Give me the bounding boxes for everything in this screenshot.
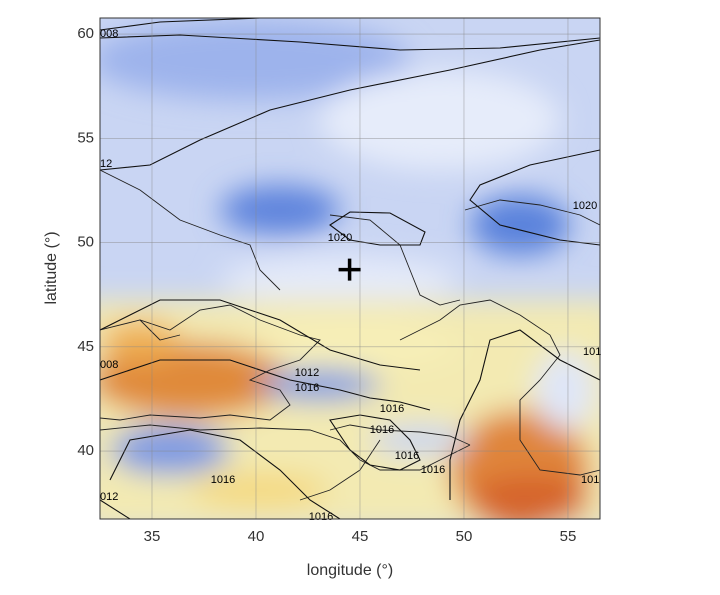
contour-label: 1020 — [328, 232, 352, 244]
x-tick-label: 55 — [560, 528, 577, 545]
contour-label: 1012 — [295, 367, 319, 379]
y-tick-label: 60 — [77, 25, 94, 42]
contour-label: 012 — [100, 491, 118, 503]
contour-labels: 0081210201020101008101210161016101610161… — [100, 28, 601, 523]
x-axis-label: longitude (°) — [307, 562, 393, 579]
contour-label: 1020 — [573, 200, 597, 212]
plot-frame — [99, 17, 601, 520]
contour-label: 101 — [581, 474, 599, 486]
x-tick-label: 35 — [144, 528, 161, 545]
contour-label: 1016 — [421, 464, 445, 476]
y-axis-label: latitude (°) — [43, 231, 60, 304]
y-tick-label: 50 — [77, 234, 94, 251]
contour-label: 1016 — [395, 450, 419, 462]
contour-label: 1016 — [309, 511, 333, 523]
location-marker — [338, 258, 361, 281]
contour-label: 008 — [100, 359, 118, 371]
x-tick-label: 45 — [352, 528, 369, 545]
contour-label: 12 — [100, 158, 112, 170]
heatmap — [100, 18, 600, 519]
coastlines — [100, 169, 600, 501]
contour-label: 1016 — [370, 424, 394, 436]
contour-label: 101 — [583, 346, 601, 358]
contour-label: 1016 — [295, 382, 319, 394]
y-tick-label: 45 — [77, 338, 94, 355]
y-tick-label: 55 — [77, 129, 94, 146]
contour-label: 008 — [100, 28, 118, 40]
contour-label: 1016 — [211, 474, 235, 486]
contour-label: 1016 — [380, 403, 404, 415]
isobars — [100, 18, 600, 519]
x-tick-label: 40 — [248, 528, 265, 545]
x-tick-label: 50 — [456, 528, 473, 545]
y-tick-label: 40 — [77, 442, 94, 459]
